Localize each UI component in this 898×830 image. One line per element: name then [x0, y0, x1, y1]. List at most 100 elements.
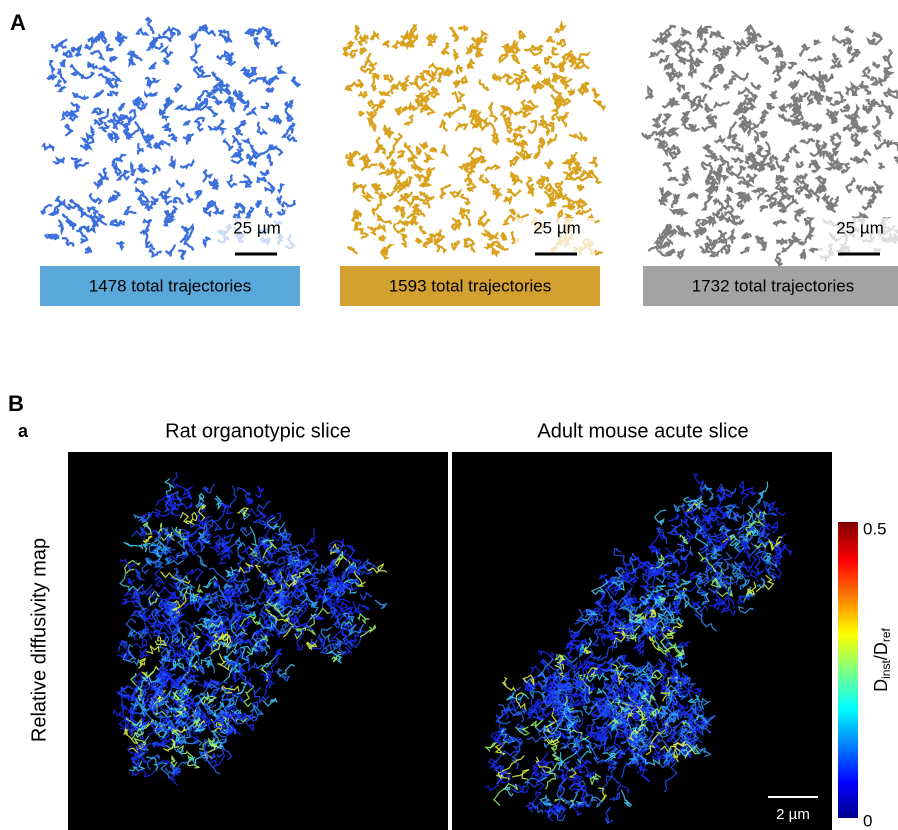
trajectory	[666, 239, 672, 247]
trajectory	[519, 30, 525, 38]
trajectory	[146, 18, 153, 34]
trajectory	[260, 170, 268, 175]
trajectory	[832, 53, 838, 62]
trajectory	[211, 97, 221, 105]
trajectory	[868, 39, 875, 44]
trajectory	[59, 220, 63, 232]
trajectory	[805, 194, 811, 198]
trajectory	[203, 170, 211, 182]
scale-label: 25 µm	[533, 218, 581, 237]
trajectory	[548, 134, 556, 144]
trajectory	[830, 101, 843, 105]
trajectory	[593, 100, 605, 110]
trajectory	[114, 133, 119, 143]
trajectory	[660, 56, 668, 63]
trajectory	[422, 143, 428, 148]
trajectory	[205, 204, 214, 211]
trajectory	[713, 200, 723, 211]
trajectory	[98, 74, 109, 82]
trajectory	[285, 102, 292, 112]
trajectory	[57, 39, 67, 48]
trajectory	[393, 169, 405, 178]
trajectory	[223, 141, 233, 151]
caption: 1478 total trajectories	[89, 276, 252, 295]
map-title: Adult mouse acute slice	[537, 420, 748, 442]
trajectory	[737, 46, 746, 56]
trajectory	[781, 200, 795, 208]
scale-label: 25 µm	[836, 218, 884, 237]
trajectory	[80, 145, 90, 150]
trajectory	[266, 182, 274, 192]
trajectory	[450, 28, 458, 38]
trajectory	[664, 163, 672, 171]
trajectory	[779, 105, 787, 112]
trajectory	[90, 193, 101, 204]
trajectory	[396, 107, 401, 115]
trajectory	[265, 207, 272, 217]
trajectory	[705, 104, 713, 113]
trajectory	[508, 189, 521, 196]
trajectory	[261, 103, 269, 109]
trajectory	[395, 206, 399, 211]
trajectory	[884, 69, 892, 75]
trajectory	[358, 92, 367, 98]
trajectory	[424, 169, 429, 182]
trajectory	[875, 139, 889, 149]
trajectory	[663, 114, 670, 125]
trajectory	[779, 49, 784, 57]
trajectory	[467, 60, 475, 68]
trajectory	[799, 174, 808, 178]
trajectory	[501, 233, 506, 239]
trajectory	[687, 194, 697, 198]
trajectory	[371, 33, 379, 40]
trajectory	[420, 226, 425, 233]
trajectory	[875, 131, 882, 140]
trajectory	[254, 38, 259, 47]
trajectory	[410, 34, 416, 38]
trajectory	[792, 239, 803, 242]
trajectory	[91, 51, 103, 59]
colorbar-max: 0.5	[863, 519, 887, 538]
trajectory	[99, 66, 110, 71]
trajectory	[63, 51, 73, 57]
trajectory	[150, 250, 162, 256]
trajectory	[60, 87, 65, 91]
trajectory	[270, 76, 279, 82]
scale-label: 2 µm	[776, 806, 810, 823]
side-label: Relative diffusivity map	[28, 538, 50, 742]
trajectory	[539, 138, 544, 145]
trajectory	[406, 115, 414, 125]
trajectory	[800, 45, 808, 57]
trajectory	[125, 207, 137, 214]
trajectory	[257, 178, 266, 183]
trajectory	[277, 196, 282, 205]
map-title: Rat organotypic slice	[165, 420, 351, 442]
trajectory	[765, 192, 778, 198]
trajectory	[529, 121, 538, 133]
trajectory	[135, 179, 146, 184]
trajectory	[178, 251, 185, 260]
trajectory	[569, 134, 581, 140]
trajectory	[860, 81, 866, 88]
trajectory	[568, 91, 574, 95]
trajectory	[545, 161, 553, 169]
trajectory	[131, 164, 135, 175]
trajectory	[229, 175, 237, 187]
trajectory	[351, 50, 358, 57]
trajectory	[788, 119, 796, 123]
trajectory	[776, 161, 784, 172]
trajectory	[710, 33, 717, 38]
trajectory	[711, 155, 717, 161]
colorbar-label: Dinst/Dref	[871, 627, 893, 691]
trajectory	[252, 68, 256, 72]
trajectory	[416, 239, 420, 243]
trajectory	[52, 44, 58, 52]
trajectory	[695, 220, 700, 238]
trajectory	[675, 195, 680, 204]
trajectory	[711, 251, 719, 256]
trajectory	[452, 218, 457, 229]
trajectory	[265, 31, 271, 40]
trajectory	[145, 77, 158, 83]
trajectory	[497, 242, 508, 250]
trajectory	[515, 126, 525, 132]
